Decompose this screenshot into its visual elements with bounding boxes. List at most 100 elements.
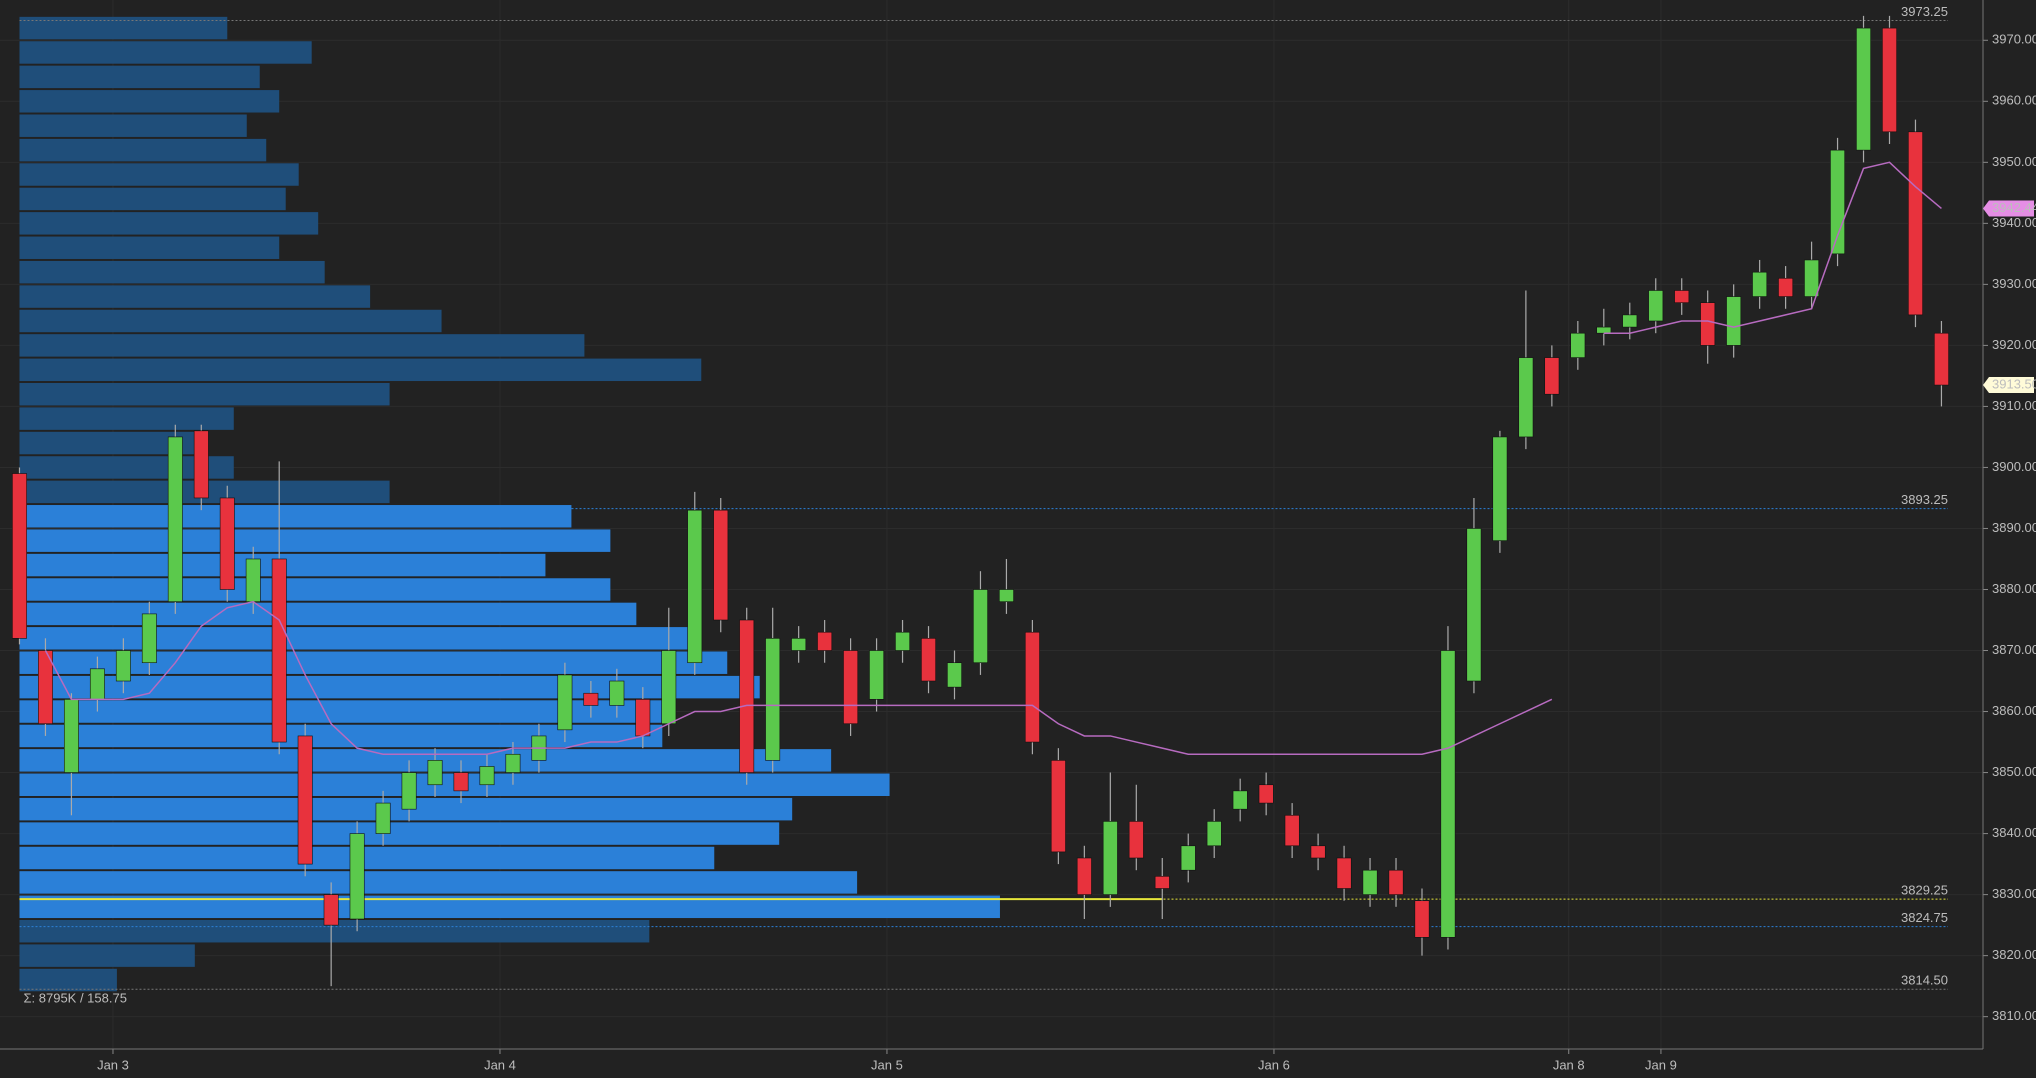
price-tag	[1983, 200, 2034, 217]
candle-body	[1414, 900, 1430, 938]
profile-bar	[19, 212, 319, 235]
candle-body	[479, 766, 495, 786]
profile-bar	[19, 16, 228, 40]
candle-body	[1128, 821, 1144, 859]
y-tick-label: 3810.00	[1992, 1008, 2036, 1023]
profile-bar	[19, 602, 637, 626]
candle-body	[63, 699, 79, 773]
candle-body	[167, 436, 183, 602]
candle-body	[1258, 784, 1274, 804]
candle-body	[869, 650, 885, 700]
candle-body	[843, 650, 859, 725]
profile-bar	[19, 846, 715, 870]
candle-body	[1674, 290, 1690, 303]
candle-body	[427, 760, 443, 786]
candle-body	[1622, 314, 1638, 328]
ma-line	[44, 600, 1553, 756]
x-tick-label: Jan 5	[871, 1057, 903, 1072]
candle-body	[323, 894, 339, 926]
y-tick-label: 3830.00	[1992, 886, 2036, 901]
y-tick-label: 3950.00	[1992, 154, 2036, 169]
candle-body	[1336, 857, 1352, 889]
candle-body	[1570, 332, 1586, 358]
candle-body	[1440, 650, 1456, 938]
candle-body	[635, 699, 651, 737]
y-tick-label: 3920.00	[1992, 337, 2036, 352]
candle-body	[1362, 869, 1378, 895]
candle-body	[89, 668, 105, 700]
candle-body	[193, 430, 209, 499]
profile-bar	[19, 382, 390, 406]
profile-bar	[19, 138, 267, 162]
profile-bar	[19, 431, 195, 455]
y-tick-label: 3820.00	[1992, 947, 2036, 962]
profile-bar	[19, 114, 247, 137]
candle-body	[1726, 296, 1742, 346]
candle-body	[1076, 857, 1092, 895]
candle-body	[219, 497, 235, 590]
candle-body	[1492, 436, 1508, 541]
candle-body	[115, 650, 131, 682]
candle-body	[1206, 821, 1222, 847]
x-tick-label: Jan 6	[1258, 1057, 1290, 1072]
candle-body	[1778, 277, 1794, 297]
profile-bar	[19, 90, 280, 113]
level-label: 3893.25	[1901, 492, 1948, 507]
candle-body	[609, 680, 625, 706]
price-tag	[1983, 377, 2034, 394]
candle-body	[1856, 27, 1871, 151]
candle-body	[791, 638, 807, 651]
candle-body	[713, 509, 729, 621]
level-label: 3814.50	[1901, 973, 1948, 988]
candle-body	[297, 735, 313, 865]
candle-body	[973, 589, 988, 664]
candle-body	[1154, 876, 1170, 889]
candle-body	[765, 638, 781, 761]
candle-body	[1934, 332, 1949, 386]
candle-body	[1050, 760, 1066, 853]
level-label: 3973.25	[1901, 4, 1948, 19]
y-tick-label: 3860.00	[1992, 703, 2036, 718]
candle-body	[349, 833, 365, 920]
profile-bar	[19, 724, 663, 748]
profile-bar	[19, 871, 858, 894]
x-tick-label: Jan 8	[1553, 1057, 1585, 1072]
y-tick-label: 3940.00	[1992, 215, 2036, 230]
profile-bar	[19, 822, 780, 845]
candle-body	[453, 772, 469, 792]
x-tick-label: Jan 4	[484, 1057, 516, 1072]
candle-body	[1466, 528, 1482, 682]
candle-body	[1180, 845, 1196, 871]
candle-body	[687, 509, 703, 664]
profile-bar	[19, 700, 676, 723]
candle-body	[817, 631, 833, 651]
candle-body	[921, 638, 936, 682]
y-tick-label: 3930.00	[1992, 276, 2036, 291]
profile-bar	[19, 358, 702, 382]
candle-body	[1024, 631, 1040, 743]
ma-line	[1603, 161, 1942, 334]
y-tick-label: 3840.00	[1992, 825, 2036, 840]
candle-body	[739, 619, 755, 773]
profile-bar	[19, 895, 1000, 919]
y-tick-label: 3870.00	[1992, 642, 2036, 657]
candle-body	[1388, 869, 1404, 895]
profile-bar	[19, 65, 260, 89]
candle-body	[1232, 790, 1248, 810]
candle-body	[583, 692, 599, 706]
candle-body	[505, 753, 521, 773]
candle-body	[1102, 821, 1118, 895]
profile-bar	[19, 407, 234, 430]
profile-bar	[19, 309, 442, 333]
profile-bar	[19, 749, 832, 772]
profile-bar	[19, 944, 195, 967]
profile-bar	[19, 334, 585, 357]
candle-body	[401, 772, 417, 810]
candle-body	[947, 662, 962, 688]
profile-bar	[19, 41, 312, 64]
x-tick-label: Jan 3	[97, 1057, 129, 1072]
profile-bar	[19, 236, 280, 259]
profile-bar	[19, 919, 650, 943]
y-tick-label: 3880.00	[1992, 581, 2036, 596]
profile-bar	[19, 627, 689, 650]
